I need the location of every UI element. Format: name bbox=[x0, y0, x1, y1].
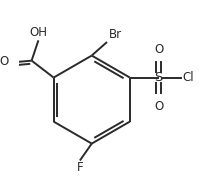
Text: F: F bbox=[77, 161, 83, 174]
Text: OH: OH bbox=[29, 26, 47, 40]
Text: O: O bbox=[154, 43, 163, 56]
Text: Br: Br bbox=[109, 28, 122, 41]
Text: Cl: Cl bbox=[182, 71, 194, 84]
Text: O: O bbox=[0, 55, 9, 68]
Text: S: S bbox=[154, 71, 163, 84]
Text: O: O bbox=[154, 100, 163, 113]
